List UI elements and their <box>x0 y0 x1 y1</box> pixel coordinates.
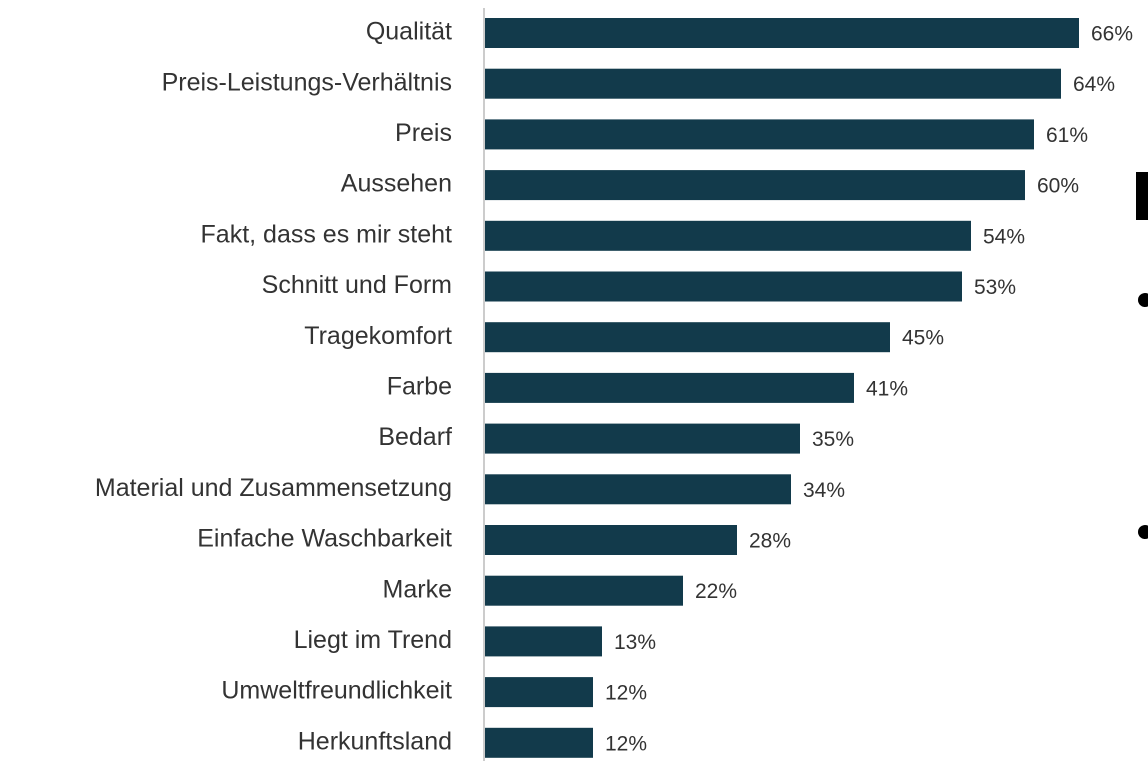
bar <box>485 626 602 657</box>
bar <box>485 575 683 606</box>
value-label: 12% <box>605 682 647 705</box>
value-label: 12% <box>605 732 647 755</box>
category-label: Preis-Leistungs-Verhältnis <box>162 68 452 96</box>
cropped-slide-text <box>1136 172 1148 220</box>
value-label: 54% <box>983 225 1025 248</box>
category-label: Qualität <box>366 18 452 46</box>
category-label: Marke <box>383 575 452 603</box>
cropped-bullet <box>1138 293 1148 307</box>
value-label: 28% <box>749 530 791 553</box>
bar <box>485 423 800 454</box>
bar <box>485 474 791 505</box>
bar <box>485 677 593 708</box>
value-label: 61% <box>1046 124 1088 147</box>
bar <box>485 68 1061 99</box>
category-label: Schnitt und Form <box>262 271 452 299</box>
category-label: Herkunftsland <box>298 727 452 755</box>
value-label: 35% <box>812 428 854 451</box>
bar <box>485 271 962 302</box>
bar <box>485 170 1025 201</box>
bar <box>485 220 971 251</box>
category-label: Preis <box>395 119 452 147</box>
value-label: 53% <box>974 276 1016 299</box>
value-label: 13% <box>614 631 656 654</box>
category-label: Fakt, dass es mir steht <box>201 220 453 248</box>
bar <box>485 525 737 555</box>
category-label: Liegt im Trend <box>294 626 452 654</box>
bar <box>485 322 890 353</box>
value-label: 66% <box>1091 23 1133 46</box>
category-label: Aussehen <box>341 170 452 198</box>
category-label: Einfache Waschbarkeit <box>197 525 452 553</box>
value-label: 22% <box>695 580 737 603</box>
category-label: Material und Zusammensetzung <box>95 474 452 502</box>
category-label: Umweltfreundlichkeit <box>221 677 452 705</box>
bar <box>485 372 854 403</box>
category-label: Bedarf <box>378 423 452 451</box>
category-label: Tragekomfort <box>304 322 452 350</box>
value-label: 60% <box>1037 175 1079 198</box>
bar <box>485 727 593 758</box>
cropped-bullet <box>1138 525 1148 539</box>
bar <box>485 18 1079 48</box>
value-label: 64% <box>1073 73 1115 96</box>
value-label: 41% <box>866 377 908 400</box>
value-label: 34% <box>803 479 845 502</box>
category-label: Farbe <box>387 373 452 401</box>
value-label: 45% <box>902 327 944 350</box>
bar <box>485 119 1034 150</box>
